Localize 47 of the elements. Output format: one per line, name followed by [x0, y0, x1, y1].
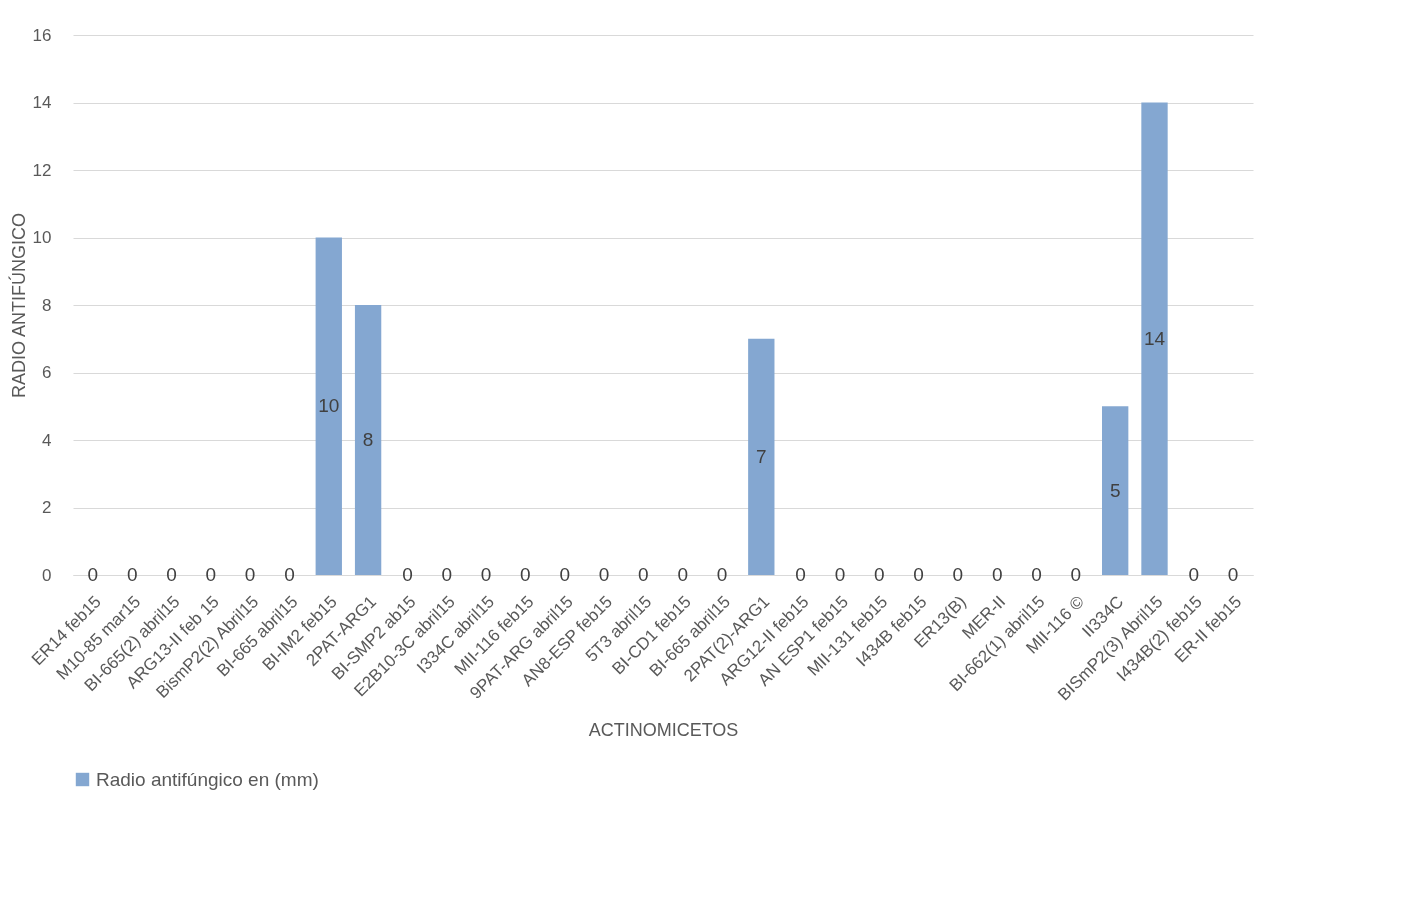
bar — [354, 305, 382, 575]
data-label: 0 — [991, 564, 1003, 585]
data-label: 0 — [873, 564, 885, 585]
data-label: 0 — [1031, 564, 1042, 585]
data-label: 5 — [1109, 479, 1121, 501]
data-label: 0 — [1070, 564, 1082, 585]
data-label: 0 — [244, 564, 256, 585]
data-label: 0 — [126, 564, 138, 585]
bar — [1102, 406, 1129, 575]
bar — [1141, 102, 1168, 575]
data-label: 14 — [1143, 327, 1166, 349]
data-label: 0 — [677, 564, 688, 585]
y-tick-label: 2 — [42, 498, 52, 517]
bar — [315, 237, 342, 575]
data-label: 0 — [1227, 564, 1239, 585]
data-label: 0 — [598, 564, 610, 585]
x-axis-title: ACTINOMICETOS — [588, 720, 739, 741]
y-tick-label: 16 — [32, 25, 52, 45]
y-tick-label: 12 — [32, 160, 52, 180]
y-tick-label: 8 — [42, 295, 52, 315]
data-label: 8 — [362, 429, 374, 450]
y-axis-title: RADIO ANTIFÚNGICO — [7, 212, 29, 399]
data-label: 0 — [166, 564, 177, 585]
data-label: 10 — [318, 395, 340, 417]
data-label: 0 — [441, 564, 453, 585]
data-label: 0 — [716, 564, 728, 585]
legend-label: Radio antifúngico en (mm) — [96, 768, 319, 790]
data-label: 0 — [284, 564, 295, 585]
y-tick-label: 4 — [42, 430, 52, 450]
data-label: 0 — [795, 564, 806, 585]
y-tick-label: 0 — [42, 565, 52, 585]
y-tick-label: 14 — [32, 93, 52, 112]
bar — [748, 338, 775, 575]
data-label: 0 — [913, 564, 924, 585]
data-label: 0 — [520, 564, 531, 585]
data-label: 0 — [952, 564, 964, 585]
y-tick-label: 6 — [42, 363, 52, 382]
data-label: 0 — [834, 564, 846, 585]
y-tick-label: 10 — [32, 228, 52, 247]
data-label: 0 — [87, 564, 99, 585]
data-label: 7 — [756, 445, 767, 467]
data-label: 0 — [1188, 564, 1200, 585]
data-label: 0 — [559, 564, 570, 585]
data-label: 0 — [402, 564, 413, 585]
data-label: 0 — [480, 564, 492, 585]
data-label: 0 — [205, 564, 217, 585]
data-label: 0 — [638, 564, 649, 585]
